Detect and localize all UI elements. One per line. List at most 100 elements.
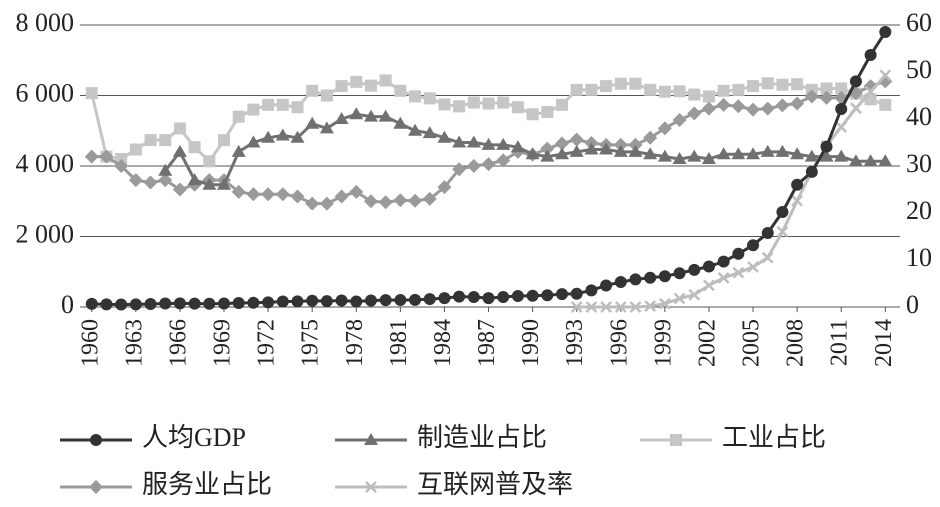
marker: [99, 149, 114, 164]
marker: [673, 292, 686, 305]
marker: [863, 154, 878, 167]
marker: [262, 296, 275, 309]
marker: [90, 434, 102, 446]
marker: [306, 84, 319, 97]
marker: [775, 98, 790, 113]
series: [84, 74, 893, 211]
marker: [247, 296, 260, 309]
marker: [422, 191, 437, 206]
x-tick-label: 1978: [342, 319, 368, 367]
marker: [644, 83, 657, 96]
marker: [173, 297, 186, 310]
y-tick-label: 4 000: [16, 149, 75, 178]
marker: [613, 137, 628, 152]
marker: [746, 147, 761, 160]
marker: [350, 75, 363, 88]
marker: [453, 290, 466, 303]
marker: [850, 102, 862, 115]
x-tick-label: 1966: [165, 319, 191, 367]
marker: [203, 297, 216, 310]
marker: [672, 151, 687, 164]
marker: [541, 105, 554, 118]
x-tick-label: 2002: [694, 319, 720, 367]
marker: [776, 78, 789, 91]
marker: [276, 98, 289, 111]
marker: [526, 108, 539, 121]
marker: [350, 295, 363, 308]
marker: [408, 123, 423, 136]
marker: [218, 297, 231, 310]
marker: [511, 101, 524, 114]
series: [158, 107, 893, 190]
marker: [864, 48, 877, 61]
marker: [879, 26, 892, 39]
marker: [555, 136, 570, 151]
marker: [393, 116, 408, 129]
marker: [481, 137, 496, 150]
marker: [701, 101, 716, 116]
y-tick-label: 8 000: [16, 8, 75, 37]
marker: [453, 100, 466, 113]
marker: [791, 78, 804, 91]
marker: [761, 251, 774, 264]
marker: [688, 263, 701, 276]
series-line: [576, 74, 887, 309]
marker: [600, 301, 612, 313]
marker: [747, 239, 760, 252]
marker: [409, 293, 422, 306]
marker: [570, 287, 583, 300]
marker: [275, 128, 290, 141]
marker: [334, 189, 349, 204]
marker: [423, 92, 436, 105]
marker: [466, 135, 481, 148]
marker: [231, 144, 246, 157]
legend-label: 工业占比: [722, 423, 826, 452]
marker: [570, 83, 583, 96]
x-tick-label: 1990: [518, 319, 544, 367]
marker: [731, 99, 746, 114]
marker: [394, 294, 407, 307]
marker: [217, 177, 232, 190]
marker: [670, 434, 682, 446]
x-tick-label: 1975: [298, 319, 324, 367]
marker: [437, 130, 452, 143]
marker: [864, 85, 877, 98]
legend-label: 互联网普及率: [417, 470, 573, 499]
marker: [569, 132, 584, 147]
marker: [188, 297, 201, 310]
marker: [556, 288, 569, 301]
marker: [747, 261, 759, 273]
marker: [657, 121, 672, 136]
marker: [276, 295, 289, 308]
marker: [703, 279, 715, 292]
marker: [481, 157, 496, 172]
marker: [158, 163, 173, 176]
marker: [628, 137, 643, 152]
marker: [820, 82, 833, 95]
marker: [423, 293, 436, 306]
marker: [188, 141, 201, 154]
marker: [378, 109, 393, 122]
marker: [835, 121, 848, 133]
marker: [644, 271, 657, 284]
marker: [89, 480, 103, 494]
marker: [422, 126, 437, 139]
y2-tick-label: 0: [906, 290, 919, 319]
marker: [496, 137, 511, 150]
marker: [688, 88, 701, 101]
marker: [761, 227, 774, 240]
marker: [776, 225, 789, 238]
x-tick-label: 1996: [606, 319, 632, 367]
legend-item: 人均GDP: [60, 423, 246, 452]
x-tick-label: 1987: [474, 319, 500, 367]
legend-item: 互联网普及率: [335, 470, 573, 499]
marker: [452, 162, 467, 177]
marker: [173, 122, 186, 135]
marker: [848, 154, 863, 167]
marker: [247, 103, 260, 116]
marker: [511, 290, 524, 303]
marker: [187, 173, 202, 186]
x-tick-label: 2008: [783, 319, 809, 367]
y2-tick-label: 20: [906, 196, 932, 225]
